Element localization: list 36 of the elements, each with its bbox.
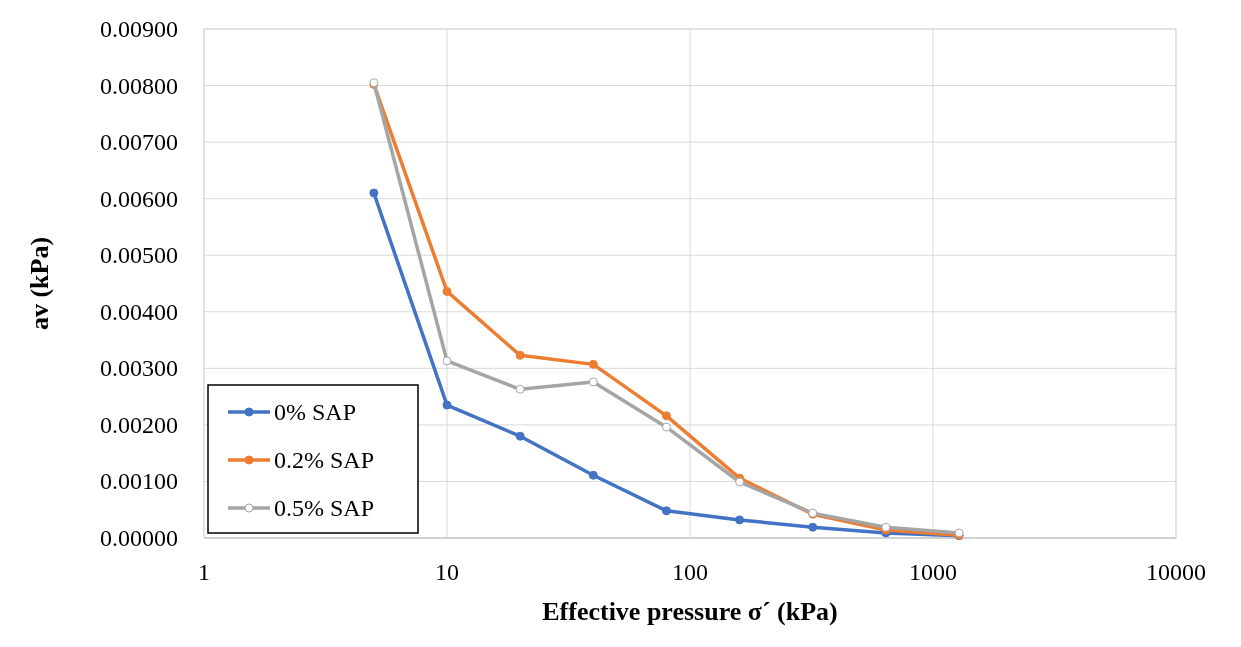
y-tick-label: 0.00400 xyxy=(100,298,178,325)
point xyxy=(661,506,671,516)
x-tick-label: 100 xyxy=(672,559,708,585)
x-tick-label: 10000 xyxy=(1146,559,1206,585)
point xyxy=(442,400,452,410)
legend-label: 0% SAP xyxy=(274,399,357,425)
point xyxy=(588,470,598,480)
y-tick-label: 0.00900 xyxy=(100,16,178,42)
y-tick-label: 0.00800 xyxy=(100,72,178,99)
legend-label: 0.5% SAP xyxy=(274,495,375,521)
point xyxy=(442,286,452,296)
point xyxy=(661,422,671,432)
y-axis-title: av (kPa) xyxy=(25,236,54,331)
point xyxy=(515,384,525,394)
y-tick-label: 0.00200 xyxy=(100,411,178,438)
x-tick-label: 1 xyxy=(198,559,210,585)
point xyxy=(735,477,745,487)
y-tick-label: 0.00300 xyxy=(100,355,178,382)
x-axis-title: Effective pressure σ´ (kPa) xyxy=(542,597,838,626)
x-tick-label: 10 xyxy=(435,559,459,585)
y-tick-label: 0.00100 xyxy=(100,468,178,495)
y-tick-label: 0.00700 xyxy=(100,129,178,156)
point xyxy=(808,522,818,532)
point xyxy=(515,350,525,360)
legend-label: 0.2% SAP xyxy=(274,447,375,473)
point xyxy=(661,411,671,421)
y-tick-label: 0.00600 xyxy=(100,185,178,212)
y-tick-label: 0.00500 xyxy=(100,242,178,269)
y-tick-label: 0.00000 xyxy=(100,525,178,551)
point xyxy=(442,356,452,366)
point xyxy=(515,431,525,441)
point xyxy=(588,377,598,387)
point xyxy=(369,188,379,198)
x-tick-label: 1000 xyxy=(909,559,957,585)
point xyxy=(588,359,598,369)
point xyxy=(735,515,745,525)
